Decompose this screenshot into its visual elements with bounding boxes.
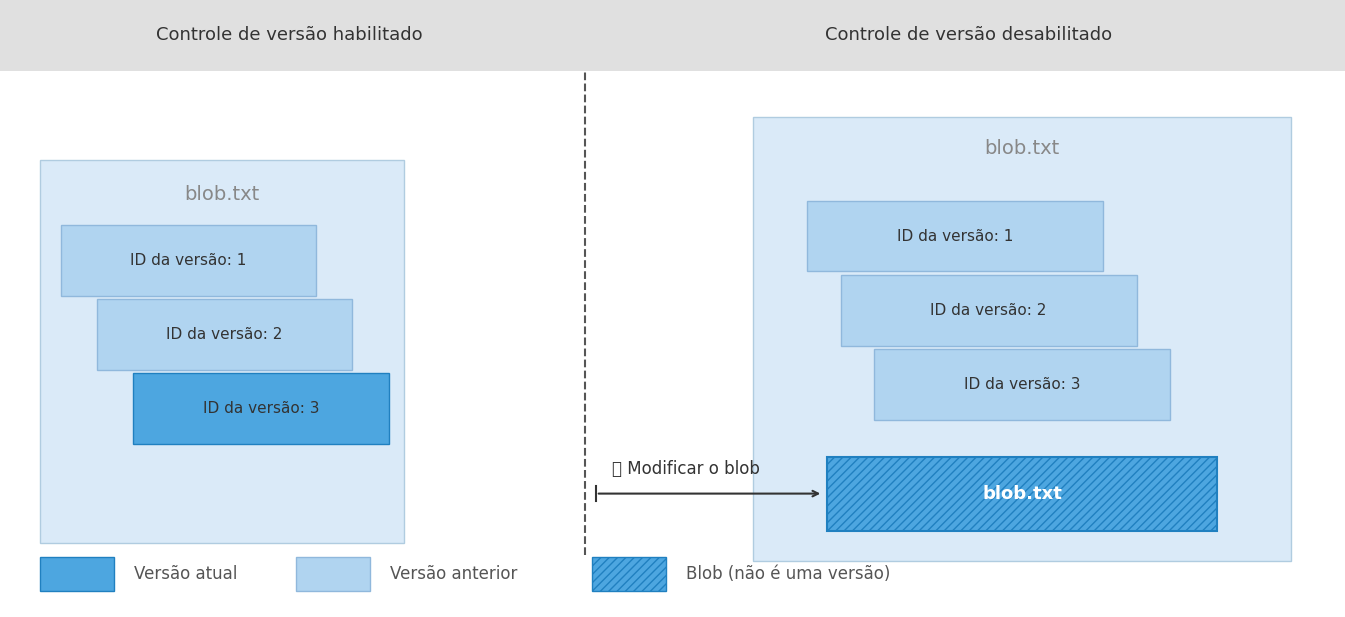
Text: Versão atual: Versão atual <box>134 565 238 583</box>
FancyBboxPatch shape <box>97 299 352 370</box>
Text: Versão anterior: Versão anterior <box>390 565 518 583</box>
FancyBboxPatch shape <box>133 373 389 444</box>
Text: 🔧 Modificar o blob: 🔧 Modificar o blob <box>612 460 760 478</box>
Text: ID da versão: 1: ID da versão: 1 <box>130 253 246 268</box>
Text: ID da versão: 1: ID da versão: 1 <box>897 228 1013 244</box>
FancyBboxPatch shape <box>40 557 114 591</box>
Text: ID da versão: 3: ID da versão: 3 <box>964 376 1080 392</box>
FancyBboxPatch shape <box>807 201 1103 271</box>
Text: Controle de versão desabilitado: Controle de versão desabilitado <box>824 26 1112 44</box>
FancyBboxPatch shape <box>827 457 1217 531</box>
Text: ID da versão: 3: ID da versão: 3 <box>203 401 319 416</box>
FancyBboxPatch shape <box>61 225 316 296</box>
FancyBboxPatch shape <box>0 0 1345 71</box>
Text: ID da versão: 2: ID da versão: 2 <box>931 302 1046 318</box>
Text: Controle de versão habilitado: Controle de versão habilitado <box>156 26 422 44</box>
FancyBboxPatch shape <box>753 117 1291 561</box>
Text: blob.txt: blob.txt <box>985 139 1060 158</box>
Text: blob.txt: blob.txt <box>982 484 1063 503</box>
FancyBboxPatch shape <box>592 557 666 591</box>
FancyBboxPatch shape <box>841 275 1137 346</box>
FancyBboxPatch shape <box>874 349 1170 420</box>
Text: Blob (não é uma versão): Blob (não é uma versão) <box>686 565 890 583</box>
Text: ID da versão: 2: ID da versão: 2 <box>167 327 282 342</box>
FancyBboxPatch shape <box>40 160 404 543</box>
Text: blob.txt: blob.txt <box>184 185 260 204</box>
FancyBboxPatch shape <box>296 557 370 591</box>
